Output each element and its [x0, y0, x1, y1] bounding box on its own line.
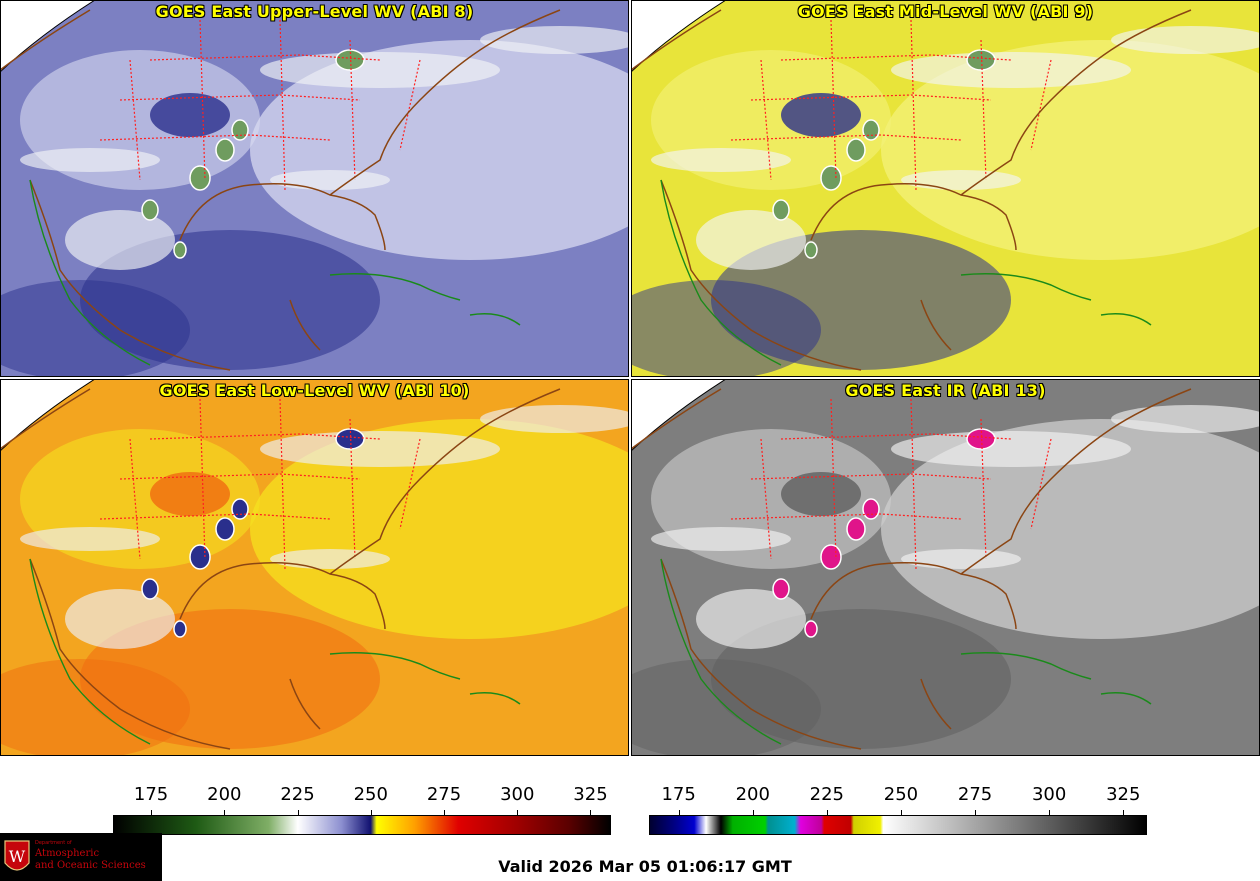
wv-colorbar-ticks: 175 200 225 250 275 300 325: [113, 784, 611, 815]
satellite-map: [631, 0, 1260, 377]
colorbar-tick-mark: [826, 810, 828, 815]
colorbar-tick-mark: [444, 810, 446, 815]
colorbar-tick-label: 175: [661, 784, 696, 805]
ir-colorbar-ticks: 175 200 225 250 275 300 325: [649, 784, 1147, 815]
colorbar-tick-label: 300: [1031, 784, 1067, 805]
colorbar-tick-mark: [297, 810, 299, 815]
valid-time: Valid 2026 Mar 05 01:06:17 GMT: [498, 857, 792, 876]
panel-ir: GOES East IR (ABI 13): [631, 379, 1260, 756]
panel-title: GOES East Low-Level WV (ABI 10): [159, 381, 470, 400]
colorbar-tick-mark: [975, 810, 977, 815]
ir-colorbar: [649, 815, 1147, 835]
logo-line1: Atmospheric: [35, 848, 100, 859]
colorbar-tick-label: 250: [883, 784, 919, 805]
colorbar-tick-mark: [1123, 810, 1125, 815]
colorbar-tick-label: 250: [353, 784, 388, 805]
colorbar-tick-mark: [224, 810, 226, 815]
aos-logo: W Department of Atmospheric and Oceanic …: [0, 833, 162, 881]
colorbar-tick-label: 275: [426, 784, 462, 805]
panel-title: GOES East Upper-Level WV (ABI 8): [155, 2, 474, 21]
panel-low-level-wv: GOES East Low-Level WV (ABI 10): [0, 379, 629, 756]
satellite-map: [631, 379, 1260, 756]
colorbar-tick-label: 300: [500, 784, 535, 805]
colorbar-tick-mark: [1049, 810, 1051, 815]
colorbar-tick-mark: [900, 810, 902, 815]
satellite-map: [0, 0, 629, 377]
panel-upper-level-wv: GOES East Upper-Level WV (ABI 8): [0, 0, 629, 377]
colorbar-tick-mark: [678, 810, 680, 815]
wv-colorbar: [113, 815, 611, 835]
colorbar-tick-label: 325: [1106, 784, 1141, 805]
colorbar-tick-label: 275: [957, 784, 993, 805]
panel-mid-level-wv: GOES East Mid-Level WV (ABI 9): [631, 0, 1260, 377]
colorbar-tick-mark: [517, 810, 519, 815]
colorbar-tick-label: 200: [207, 784, 242, 805]
uw-seal-icon: W: [4, 840, 30, 871]
svg-text:W: W: [9, 847, 26, 866]
colorbar-tick-mark: [752, 810, 754, 815]
satellite-map: [0, 379, 629, 756]
logo-dept: Department of: [35, 840, 72, 846]
panel-title: GOES East IR (ABI 13): [845, 381, 1046, 400]
colorbar-tick-mark: [590, 810, 592, 815]
colorbar-tick-label: 325: [573, 784, 608, 805]
logo-line2: and Oceanic Sciences: [35, 860, 146, 871]
colorbar-tick-mark: [370, 810, 372, 815]
colorbar-tick-mark: [151, 810, 153, 815]
colorbar-tick-label: 225: [809, 784, 845, 805]
colorbar-tick-label: 225: [280, 784, 315, 805]
colorbar-tick-label: 200: [735, 784, 770, 805]
colorbar-tick-label: 175: [133, 784, 169, 805]
panel-title: GOES East Mid-Level WV (ABI 9): [797, 2, 1094, 21]
